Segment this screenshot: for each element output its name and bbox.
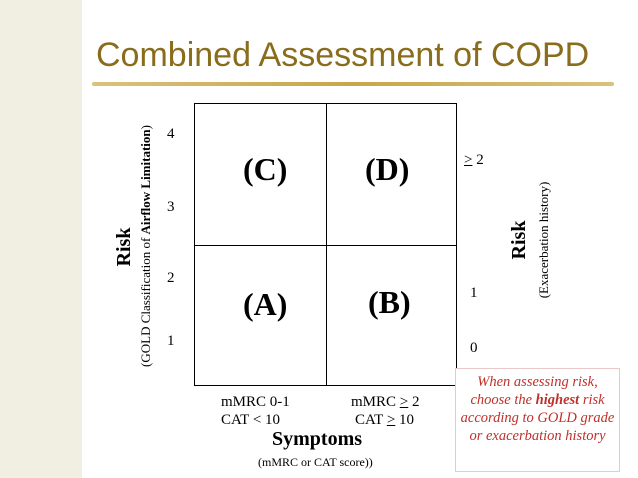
symptoms-high-line2: CAT > 10	[351, 411, 419, 429]
quadrant-a: (A)	[243, 286, 288, 322]
symptoms-low-line1: mMRC 0-1	[221, 394, 290, 410]
right-axis-sublabel: (Exacerbation history)	[536, 181, 551, 299]
quadrant-b: (B)	[368, 284, 411, 320]
symptoms-high-line1-prefix: mMRC	[351, 394, 400, 410]
right-tick-1: 1	[470, 285, 478, 301]
left-axis-sublabel-prefix: (GOLD Classification of	[138, 234, 153, 367]
left-axis-sublabel-bold: Airflow Limitation	[138, 129, 153, 235]
right-axis-label: Risk	[508, 220, 530, 260]
quadrant-d: (D)	[365, 151, 410, 187]
left-decorative-stripe	[0, 0, 82, 478]
symptoms-high-line1-value: 2	[408, 394, 420, 410]
left-tick-4: 4	[167, 126, 175, 142]
symptoms-high-line2-symbol: >	[386, 412, 396, 428]
risk-note-box: When assessing risk, choose the highest …	[455, 368, 620, 472]
left-axis-sublabel-suffix: )	[138, 125, 153, 130]
symptoms-low-label: mMRC 0-1 CAT < 10	[221, 393, 290, 429]
quadrant-c: (C)	[243, 151, 288, 187]
symptoms-low-line2: CAT < 10	[221, 412, 281, 428]
left-tick-1: 1	[167, 333, 175, 349]
right-tick-2-symbol: >	[464, 152, 473, 168]
note-text-part1: When assessing risk, choose the	[470, 374, 598, 408]
left-axis-label: Risk	[113, 227, 135, 267]
note-text-part2: risk according to GOLD grade or exacerba…	[460, 392, 615, 444]
note-emphasis: highest	[535, 392, 580, 408]
grid-horizontal-divider	[195, 245, 456, 246]
symptoms-high-line2-prefix: CAT	[355, 412, 387, 428]
symptoms-high-line1-symbol: >	[399, 394, 409, 410]
right-tick-2: > 2	[464, 152, 484, 169]
right-tick-0: 0	[470, 340, 478, 356]
symptoms-high-label: mMRC > 2 CAT > 10	[351, 393, 419, 429]
grid-vertical-divider	[326, 104, 327, 385]
left-axis-sublabel: (GOLD Classification of Airflow Limitati…	[138, 112, 156, 380]
title-underline-rule	[92, 82, 614, 86]
symptoms-axis-title: Symptoms	[272, 428, 363, 450]
slide-title: Combined Assessment of COPD	[96, 36, 590, 74]
symptoms-high-line2-value: 10	[395, 412, 415, 428]
symptoms-axis-subtitle: (mMRC or CAT score))	[258, 455, 373, 469]
left-tick-2: 2	[167, 270, 175, 286]
right-tick-2-value: 2	[472, 152, 484, 168]
symptoms-high-line1: mMRC > 2	[351, 393, 419, 411]
assessment-grid: (C) (D) (A) (B)	[194, 103, 457, 386]
left-tick-3: 3	[167, 199, 175, 215]
